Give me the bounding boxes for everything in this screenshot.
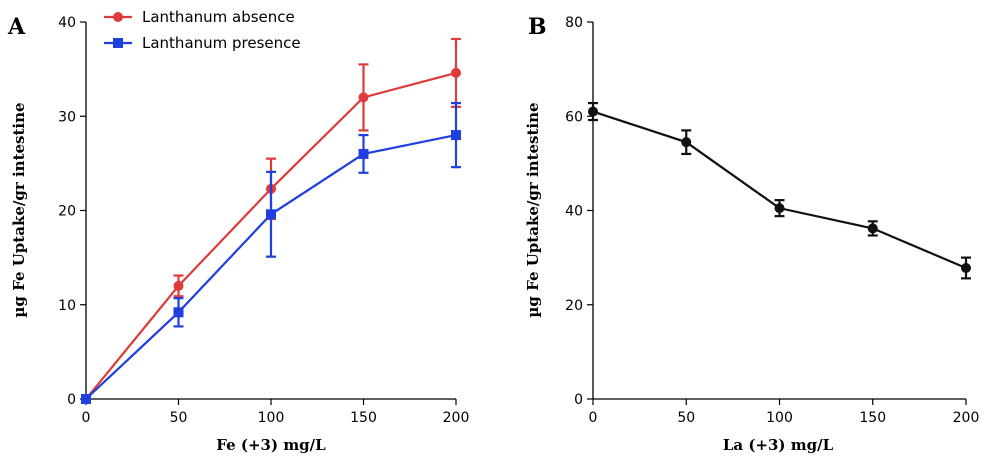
panel-b-y-tick-label: 40 — [565, 204, 583, 220]
panel-b-x-tick-label: 200 — [953, 410, 980, 426]
panel-a-x-tick-label: 100 — [258, 410, 285, 426]
panel-b-y-tick-label: 20 — [565, 298, 583, 314]
panel-b-x-tick-label: 50 — [677, 410, 695, 426]
panel-a-series-1-point — [451, 130, 461, 141]
panel-b-x-tick-label: 100 — [766, 410, 793, 426]
panel-a-y-tick-label: 10 — [58, 298, 76, 314]
panel-b-series-0-point — [867, 223, 878, 234]
panel-a-x-tick-label: 200 — [443, 410, 470, 426]
legend-presence-marker — [113, 38, 123, 48]
panel-a-series-0-point — [451, 67, 461, 78]
panel-a-x-tick-label: 0 — [82, 410, 91, 426]
panel-b-series-0-point — [588, 106, 598, 117]
legend: Lanthanum absence Lanthanum presence — [104, 8, 301, 52]
panel-b-ticks: 0 50 100 150 200 0 20 40 60 80 — [565, 15, 979, 426]
panel-b-x-axis-title: La (+3) mg/L — [723, 436, 834, 454]
panel-b-y-axis-title: µg Fe Uptake/gr intestine — [524, 102, 542, 317]
panel-b-series-0-point — [681, 137, 692, 148]
legend-item-absence: Lanthanum absence — [104, 8, 295, 26]
legend-item-presence: Lanthanum presence — [104, 34, 301, 52]
panel-b-x-tick-label: 150 — [859, 410, 886, 426]
legend-absence-marker — [113, 12, 123, 22]
panel-b-letter: B — [528, 14, 547, 40]
panel-a-y-tick-label: 30 — [58, 109, 76, 125]
panel-a-y-axis-title: µg Fe Uptake/gr intestine — [10, 102, 28, 317]
panel-a-y-tick-label: 40 — [58, 15, 76, 31]
panel-a-series-0-point — [173, 280, 184, 291]
panel-a-series-1-point — [358, 148, 369, 159]
panel-b-x-tick-label: 0 — [589, 410, 598, 426]
panel-a-series-0-point — [358, 92, 369, 103]
panel-a-letter: A — [7, 14, 26, 40]
panel-b-y-tick-label: 0 — [574, 392, 583, 408]
legend-absence-label: Lanthanum absence — [142, 8, 295, 26]
panel-a-series-1-point — [266, 209, 276, 220]
panel-a-y-tick-label: 20 — [58, 204, 76, 220]
panel-a-series — [81, 37, 461, 404]
panel-a: A µg Fe Uptake/gr intestine Fe (+3) mg/L… — [7, 8, 469, 454]
panel-a-x-tick-label: 150 — [350, 410, 377, 426]
legend-presence-label: Lanthanum presence — [142, 34, 301, 52]
panel-a-series-1-point — [81, 394, 91, 404]
panel-b: B µg Fe Uptake/gr intestine La (+3) mg/L… — [524, 14, 979, 454]
panel-a-ticks: 0 50 100 150 200 0 10 20 30 40 — [58, 15, 469, 426]
panel-b-series-0-line — [592, 110, 967, 270]
panel-b-y-tick-label: 60 — [565, 109, 583, 125]
panel-a-x-axis-title: Fe (+3) mg/L — [216, 436, 326, 454]
panel-b-y-tick-label: 80 — [565, 15, 583, 31]
panel-a-y-tick-label: 0 — [67, 392, 76, 408]
panel-b-series-0-point — [961, 262, 971, 273]
panel-b-series — [588, 101, 971, 280]
panel-a-series-1-point — [173, 307, 184, 318]
panel-b-series-0-point — [774, 203, 785, 214]
panel-a-x-tick-label: 50 — [170, 410, 188, 426]
